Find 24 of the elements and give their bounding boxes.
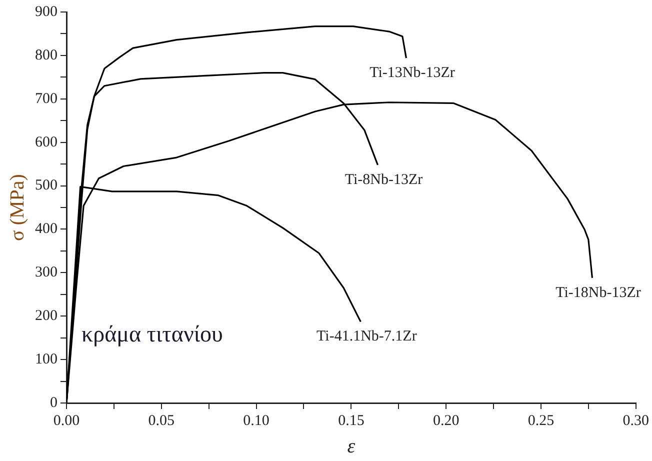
y-axis-title: σ (MPa) bbox=[6, 174, 28, 241]
y-tick-label: 700 bbox=[35, 90, 58, 107]
y-tick-label: 800 bbox=[35, 47, 58, 64]
y-tick-label: 900 bbox=[35, 4, 58, 20]
y-tick-label: 0 bbox=[50, 394, 58, 411]
x-tick-label: 0.00 bbox=[53, 412, 80, 429]
x-tick-label: 0.25 bbox=[528, 412, 554, 429]
series-label: Ti-8Nb-13Zr bbox=[344, 172, 423, 188]
x-tick-label: 0.05 bbox=[148, 412, 175, 429]
series-label: Ti-18Nb-13Zr bbox=[556, 284, 641, 301]
x-tick-label: 0.20 bbox=[432, 412, 460, 429]
annotation: κράμα τιτανίου bbox=[82, 321, 223, 346]
x-axis-title: ε bbox=[347, 435, 356, 458]
x-tick-label: 0.30 bbox=[622, 412, 649, 429]
y-tick-label: 400 bbox=[35, 221, 58, 238]
x-tick-label: 0.10 bbox=[243, 412, 270, 429]
series-label: Ti-41.1Nb-7.1Zr bbox=[316, 328, 417, 345]
y-tick-label: 100 bbox=[35, 351, 58, 368]
x-tick-label: 0.15 bbox=[338, 412, 364, 429]
y-tick-label: 200 bbox=[35, 308, 58, 324]
series-label: Ti-13Nb-13Zr bbox=[370, 64, 455, 81]
y-tick-label: 600 bbox=[35, 134, 58, 150]
y-tick-label: 500 bbox=[35, 178, 58, 194]
y-tick-label: 300 bbox=[35, 264, 58, 281]
